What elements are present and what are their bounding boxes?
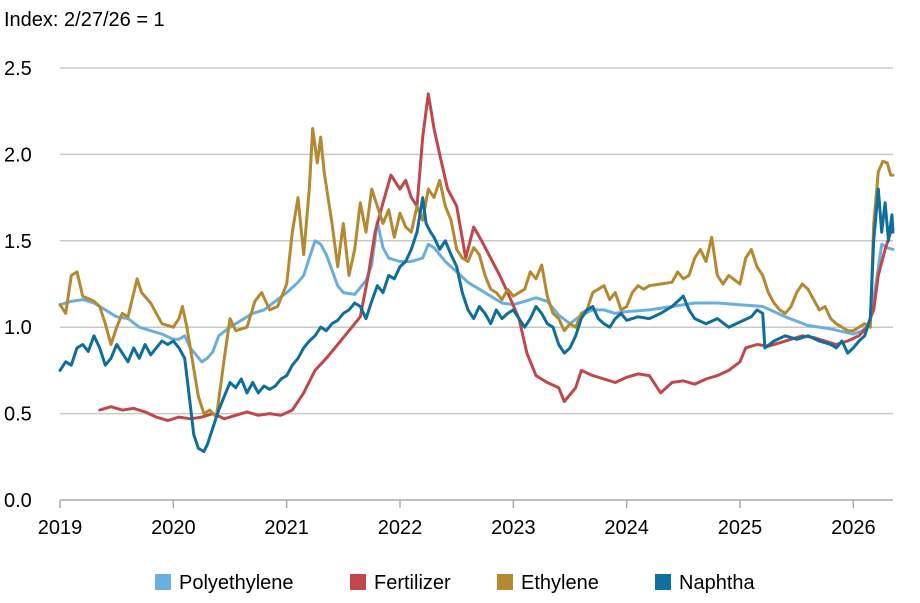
legend-label-fertilizer: Fertilizer: [374, 572, 451, 594]
legend: Polyethylene Fertilizer Ethylene Naphtha: [155, 572, 755, 594]
y-axis-ticks: 0.0 0.5 1.0 1.5 2.0 2.5: [4, 58, 32, 512]
y-tick-label: 2.0: [4, 144, 32, 166]
series-line-ethylene: [58, 127, 895, 419]
gridlines: [60, 67, 893, 415]
y-tick-label: 1.5: [4, 231, 32, 253]
legend-label-polyethylene: Polyethylene: [179, 572, 294, 594]
x-tick-label: 2021: [264, 517, 309, 539]
legend-swatch-fertilizer: [350, 574, 366, 590]
y-tick-label: 0.5: [4, 404, 32, 426]
y-tick-label: 2.5: [4, 58, 32, 80]
series-line-fertilizer: [98, 92, 893, 422]
series-lines: [58, 92, 895, 454]
legend-label-naphtha: Naphtha: [679, 572, 755, 594]
x-tick-label: 2025: [718, 517, 763, 539]
x-tick-label: 2023: [491, 517, 536, 539]
x-axis: 2019 2020 2021 2022 2023 2024 2025 2026: [38, 499, 893, 539]
x-tick-label: 2024: [604, 517, 649, 539]
x-tick-label: 2019: [38, 517, 83, 539]
y-tick-label: 1.0: [4, 317, 32, 339]
x-tick-label: 2022: [378, 517, 423, 539]
legend-label-ethylene: Ethylene: [521, 572, 599, 594]
y-tick-label: 0.0: [4, 490, 32, 512]
series-line-naphtha: [58, 187, 895, 454]
legend-swatch-naphtha: [655, 574, 671, 590]
y-axis-label: Index: 2/27/26 = 1: [4, 9, 165, 31]
x-tick-label: 2020: [151, 517, 196, 539]
legend-swatch-polyethylene: [155, 574, 171, 590]
legend-swatch-ethylene: [497, 574, 513, 590]
x-tick-label: 2026: [831, 517, 876, 539]
